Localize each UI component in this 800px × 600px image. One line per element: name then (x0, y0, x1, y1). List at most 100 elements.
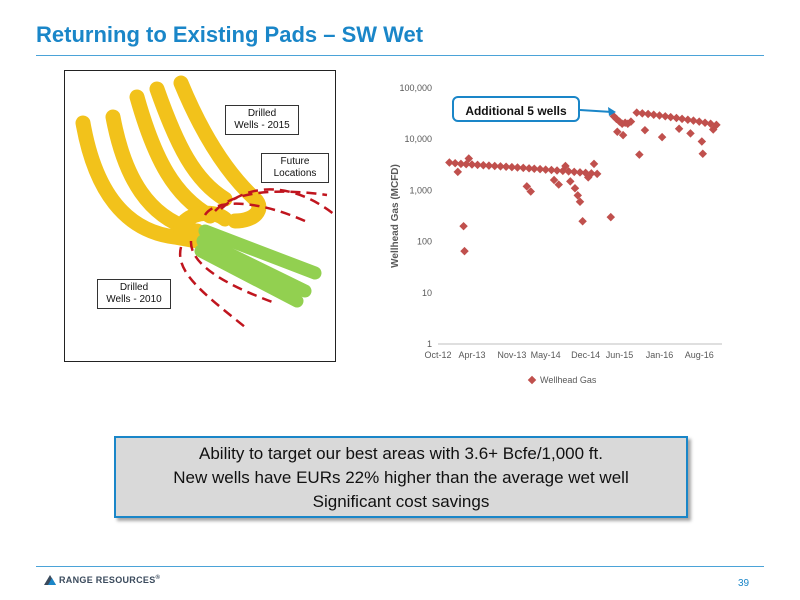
data-point (626, 117, 636, 126)
map-label-2010: Drilled Wells - 2010 (97, 279, 171, 309)
data-point (459, 221, 468, 231)
legend-label: Wellhead Gas (540, 375, 597, 385)
data-point (549, 175, 559, 185)
data-point (666, 112, 675, 122)
x-tick-label: May-14 (531, 350, 561, 360)
legend-marker (527, 375, 537, 385)
data-point (541, 165, 550, 174)
data-point (698, 149, 708, 158)
well-path-2015 (75, 115, 205, 249)
key-message-box: Ability to target our best areas with 3.… (114, 436, 688, 518)
map-label-future: Future Locations (261, 153, 329, 183)
data-point (674, 124, 684, 133)
future-locations-paths (178, 188, 335, 328)
x-tick-label: Oct-12 (424, 350, 451, 360)
title-divider (36, 55, 764, 56)
data-point (519, 163, 528, 173)
data-point (479, 160, 488, 170)
data-point (683, 115, 693, 124)
x-tick-label: Jan-16 (646, 350, 674, 360)
future-location-path (189, 240, 276, 305)
data-point (589, 159, 599, 169)
data-point (649, 110, 658, 120)
page-number: 39 (738, 578, 750, 589)
x-tick-label: Nov-13 (497, 350, 526, 360)
data-point (496, 162, 505, 171)
data-point (530, 164, 539, 173)
company-logo: RANGE RESOURCES® (44, 575, 160, 585)
data-point (661, 112, 670, 121)
data-point (450, 158, 460, 168)
message-line-2: New wells have EURs 22% higher than the … (173, 468, 629, 487)
data-point (635, 150, 644, 159)
y-tick-label: 1 (427, 339, 432, 349)
data-point (677, 114, 687, 124)
map-label-2010-line2: Wells - 2010 (106, 294, 162, 305)
data-point (697, 137, 707, 146)
data-point (569, 167, 579, 177)
data-point (554, 180, 563, 189)
x-tick-label: Apr-13 (458, 350, 485, 360)
range-logo-icon (44, 575, 56, 585)
y-tick-label: 10,000 (404, 134, 432, 144)
data-point (522, 182, 532, 191)
well-path-2010 (196, 234, 312, 298)
footer-divider (36, 566, 764, 567)
well-paths-drawing (75, 75, 335, 328)
y-tick-label: 1,000 (409, 185, 432, 195)
data-point (573, 191, 583, 200)
data-point (672, 113, 681, 123)
data-point (686, 129, 695, 138)
data-point (507, 162, 517, 172)
data-point (643, 109, 653, 119)
data-point (535, 164, 545, 174)
data-point (460, 246, 469, 256)
map-label-future-line2: Locations (273, 168, 317, 179)
data-point (552, 166, 562, 175)
additional-wells-callout: Additional 5 wells (452, 96, 580, 122)
data-point (513, 163, 522, 172)
well-path-2015 (149, 81, 233, 207)
map-label-2010-line1: Drilled (119, 282, 149, 293)
data-point (547, 165, 556, 175)
message-line-3: Significant cost savings (312, 492, 490, 511)
wells-2010-paths (194, 224, 322, 308)
data-point (561, 161, 570, 171)
x-tick-label: Jun-15 (606, 350, 634, 360)
data-point (655, 111, 664, 120)
data-point (456, 159, 466, 169)
chart-svg: 1 10 100 1,000 10,000 100,000 Oct-12 Apr-13 Nov-… (390, 83, 722, 385)
future-location-path (203, 202, 306, 223)
well-path-2010 (194, 244, 304, 308)
well-path-2010 (198, 224, 322, 280)
data-point (708, 125, 718, 134)
data-point (578, 216, 587, 226)
well-path-2015 (173, 205, 233, 242)
y-tick-label: 10 (422, 288, 432, 298)
future-location-path (178, 246, 246, 328)
data-point (464, 154, 474, 163)
future-location-path (220, 188, 335, 216)
data-point (453, 167, 463, 177)
data-point (526, 187, 535, 196)
wellhead-gas-chart: 1 10 100 1,000 10,000 100,000 Oct-12 Apr-13 Nov-… (382, 72, 734, 402)
y-axis-label: Wellhead Gas (MCFD) (390, 164, 401, 268)
page-title: Returning to Existing Pads – SW Wet (36, 22, 424, 47)
data-point (638, 109, 647, 118)
data-point (657, 132, 667, 142)
message-line-1: Ability to target our best areas with 3.… (199, 444, 603, 463)
company-logo-text: RANGE RESOURCES (59, 575, 156, 585)
y-tick-label: 100 (417, 237, 432, 247)
data-point (689, 116, 698, 125)
data-point (592, 169, 602, 179)
data-point (473, 160, 482, 170)
data-point (618, 130, 628, 140)
map-label-2015-line2: Wells - 2015 (234, 120, 290, 131)
data-point (524, 164, 534, 173)
registered-mark: ® (155, 575, 161, 581)
data-point (640, 125, 650, 135)
future-location-path (214, 190, 328, 212)
y-tick-label: 100,000 (399, 83, 432, 93)
data-point (467, 160, 477, 169)
data-point (566, 177, 575, 186)
